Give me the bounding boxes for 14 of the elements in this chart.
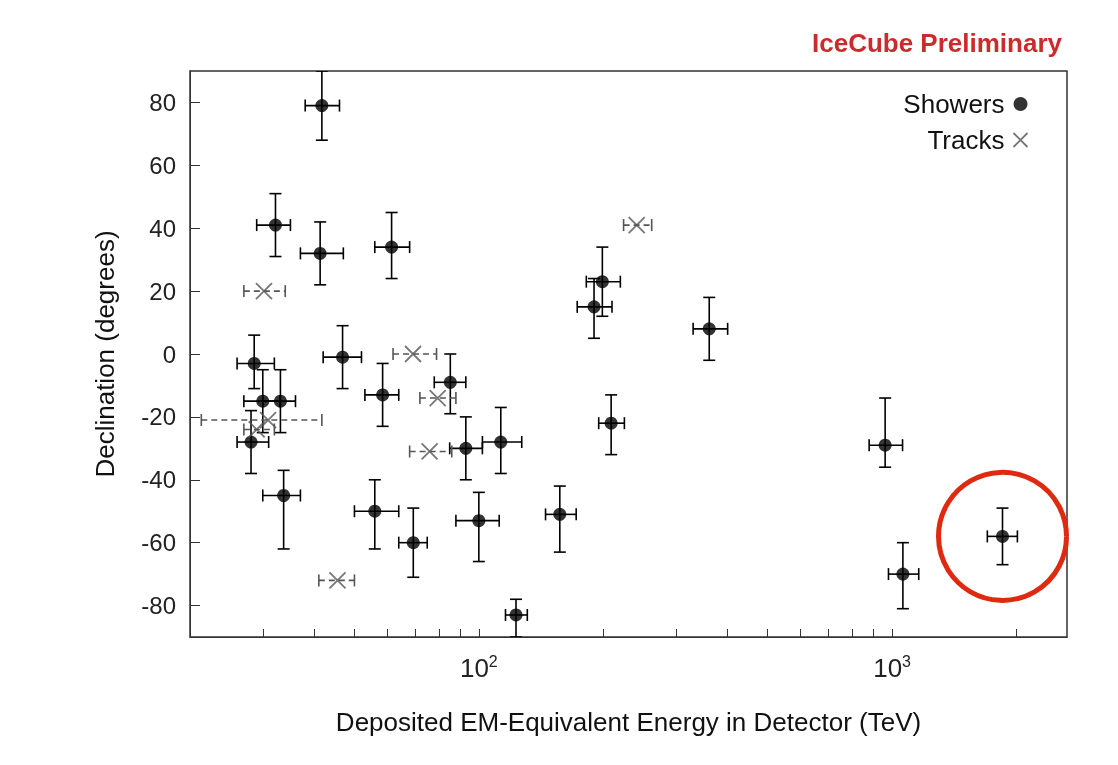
- y-tick-label: -20: [141, 403, 176, 431]
- y-axis-title: Declination (degrees): [90, 230, 120, 478]
- legend-label: Tracks: [927, 125, 1005, 155]
- y-tick-label: 40: [149, 214, 176, 242]
- legend-label: Showers: [903, 89, 1005, 119]
- y-tick-label: 80: [149, 88, 176, 116]
- y-tick-label: -80: [141, 592, 176, 620]
- x-axis-title: Deposited EM-Equivalent Energy in Detector (TeV): [335, 707, 922, 737]
- y-tick-label: 0: [162, 340, 176, 368]
- y-tick-label: 20: [149, 277, 176, 305]
- y-tick-label: 60: [149, 151, 176, 179]
- y-tick-label: -40: [141, 466, 176, 494]
- text: IceCube Preliminary: [812, 28, 1063, 58]
- y-tick-label: -60: [141, 529, 176, 557]
